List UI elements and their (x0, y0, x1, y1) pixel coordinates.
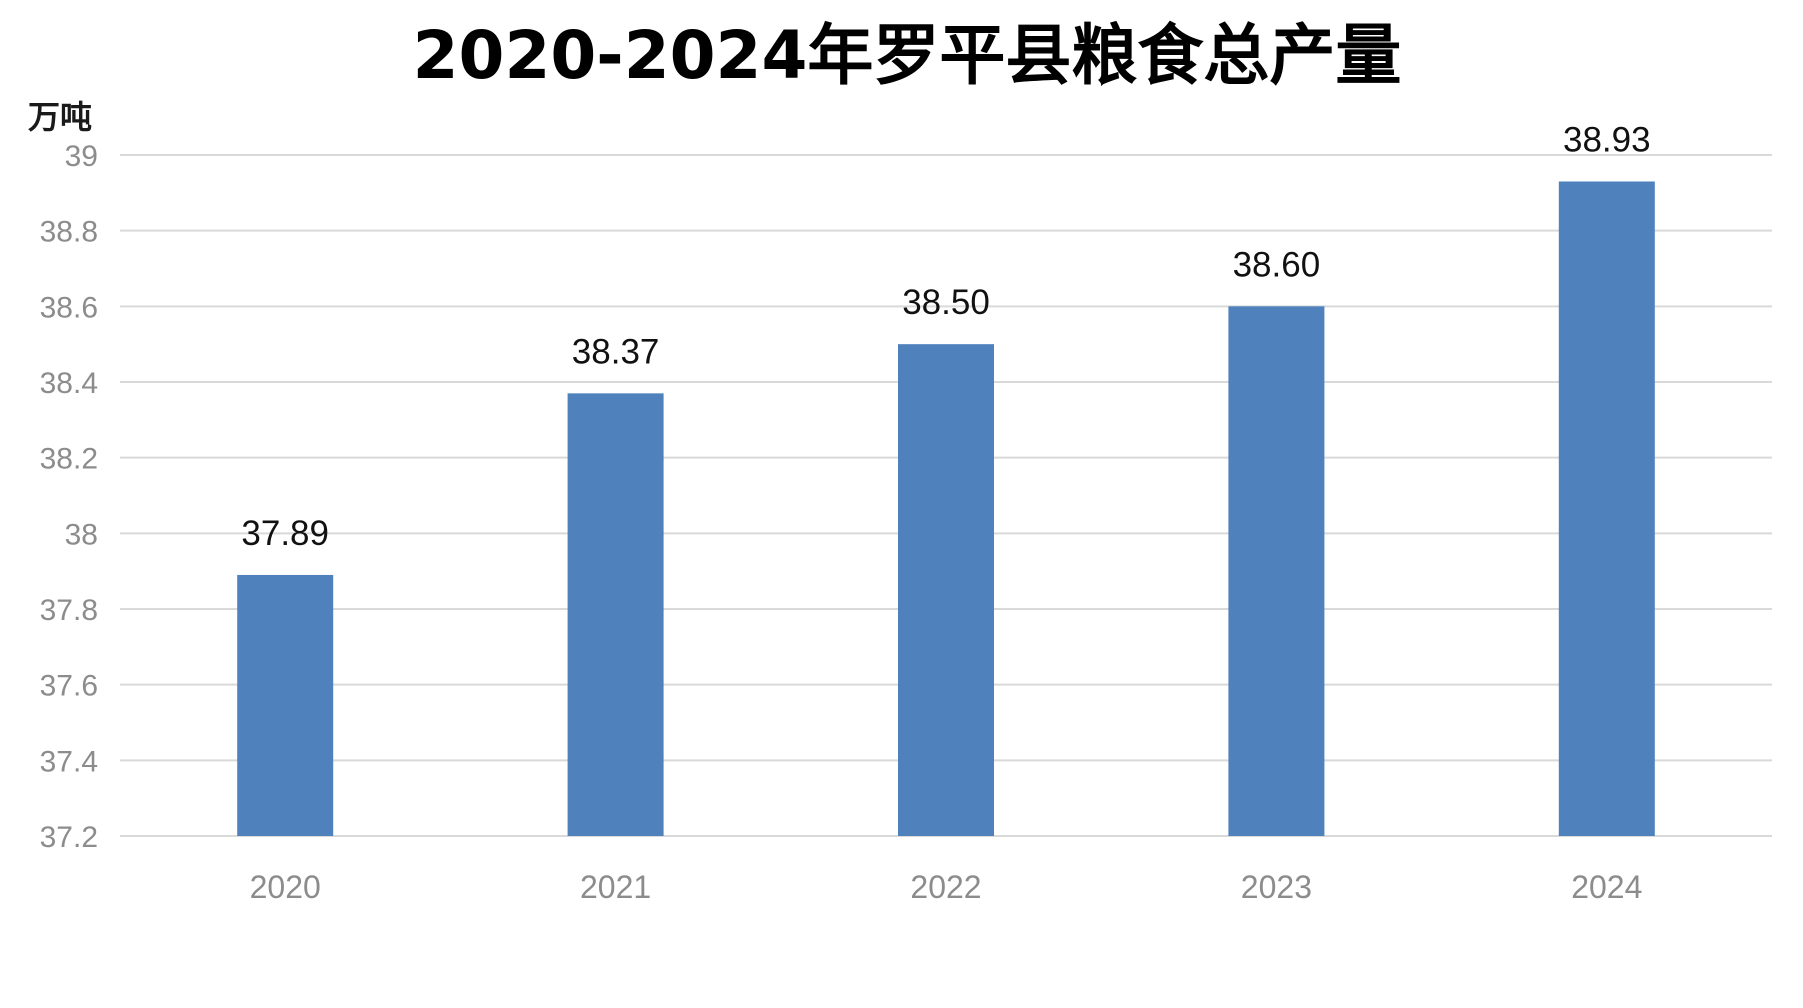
y-tick-label: 38 (65, 518, 98, 551)
bar (567, 393, 664, 836)
y-tick-label: 38.8 (40, 216, 98, 249)
x-tick-label: 2023 (1241, 869, 1312, 905)
y-tick-label: 37.8 (40, 594, 98, 627)
x-tick-label: 2024 (1571, 869, 1642, 905)
x-tick-label: 2022 (910, 869, 981, 905)
data-label: 38.50 (902, 283, 990, 322)
bar (898, 344, 994, 836)
data-labels: 37.89 38.37 38.50 38.60 38.93 (241, 120, 1650, 552)
data-label: 37.89 (241, 514, 329, 553)
chart-title: 2020-2024年罗平县粮食总产量 (413, 17, 1402, 94)
y-tick-label: 37.2 (40, 821, 98, 854)
bar (237, 574, 334, 836)
y-tick-label: 38.4 (40, 367, 98, 400)
x-tick-label: 2021 (580, 869, 651, 905)
x-axis-ticks: 2020 2021 2022 2023 2024 (250, 869, 1643, 905)
y-tick-label: 37.4 (40, 745, 98, 778)
bar (1228, 306, 1325, 836)
y-axis-unit-label: 万吨 (28, 98, 92, 136)
y-tick-label: 37.6 (40, 670, 98, 703)
x-tick-label: 2020 (250, 869, 321, 905)
bars (237, 181, 1655, 836)
bar (1558, 181, 1655, 836)
y-axis-ticks: 37.2 37.4 37.6 37.8 38 38.2 38.4 38.6 38.8 39 (40, 140, 98, 854)
data-label: 38.60 (1233, 245, 1321, 284)
data-label: 38.37 (572, 332, 660, 371)
y-tick-label: 39 (65, 140, 98, 173)
data-label: 38.93 (1563, 120, 1651, 159)
y-tick-label: 38.2 (40, 443, 98, 476)
y-tick-label: 38.6 (40, 291, 98, 324)
